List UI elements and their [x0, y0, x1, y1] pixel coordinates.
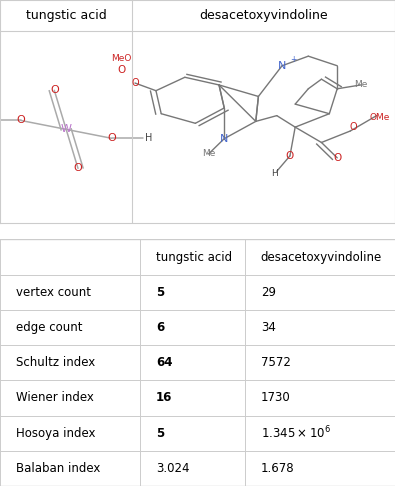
Text: 7572: 7572	[261, 356, 291, 369]
Text: H: H	[271, 169, 278, 178]
Text: Hosoya index: Hosoya index	[16, 427, 95, 440]
Text: O: O	[286, 151, 294, 161]
Text: Balaban index: Balaban index	[16, 462, 100, 475]
Text: 6: 6	[156, 321, 164, 334]
Text: O: O	[73, 163, 83, 174]
Text: O: O	[333, 153, 341, 163]
Text: 64: 64	[156, 356, 173, 369]
Text: desacetoxyvindoline: desacetoxyvindoline	[261, 251, 382, 263]
Text: vertex count: vertex count	[16, 286, 91, 299]
Text: W: W	[61, 124, 71, 134]
Text: N: N	[278, 61, 286, 71]
Text: tungstic acid: tungstic acid	[156, 251, 232, 263]
Text: O: O	[131, 78, 139, 88]
Text: Wiener index: Wiener index	[16, 391, 94, 404]
Text: 34: 34	[261, 321, 276, 334]
Text: 1.678: 1.678	[261, 462, 294, 475]
Text: O: O	[16, 116, 25, 125]
Text: O: O	[107, 133, 116, 143]
Text: tungstic acid: tungstic acid	[26, 9, 107, 22]
Text: $1.345\times10^{6}$: $1.345\times10^{6}$	[261, 425, 331, 441]
Text: Me: Me	[354, 81, 367, 89]
Text: 29: 29	[261, 286, 276, 299]
Text: OMe: OMe	[369, 113, 389, 122]
Text: O: O	[118, 65, 126, 74]
Text: +: +	[290, 55, 296, 65]
Text: 5: 5	[156, 286, 164, 299]
Text: 3.024: 3.024	[156, 462, 190, 475]
Text: N: N	[220, 134, 228, 144]
Text: Schultz index: Schultz index	[16, 356, 95, 369]
Text: 16: 16	[156, 391, 172, 404]
Text: O: O	[50, 86, 59, 95]
Text: desacetoxyvindoline: desacetoxyvindoline	[199, 9, 328, 22]
Text: H: H	[145, 133, 152, 143]
Text: MeO: MeO	[111, 53, 132, 63]
Text: Me: Me	[202, 150, 215, 158]
Text: O: O	[349, 122, 357, 132]
Text: edge count: edge count	[16, 321, 82, 334]
Text: 1730: 1730	[261, 391, 290, 404]
Text: 5: 5	[156, 427, 164, 440]
